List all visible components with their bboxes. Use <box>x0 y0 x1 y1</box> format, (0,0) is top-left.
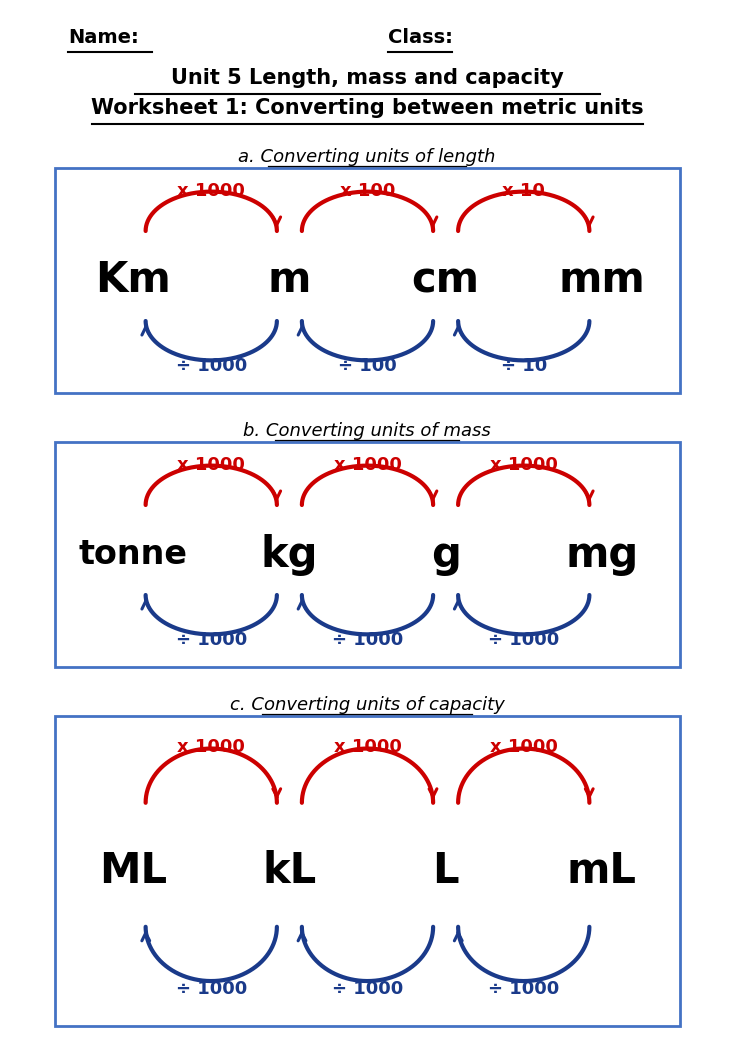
Text: m: m <box>268 260 311 301</box>
Text: ÷ 100: ÷ 100 <box>338 357 397 375</box>
Text: ÷ 1000: ÷ 1000 <box>176 357 247 375</box>
Text: b. Converting units of mass: b. Converting units of mass <box>243 422 491 439</box>
Text: x 1000: x 1000 <box>490 738 558 756</box>
Text: ÷ 1000: ÷ 1000 <box>488 980 559 997</box>
Text: Class:: Class: <box>388 28 453 47</box>
Text: g: g <box>431 533 461 576</box>
Text: mg: mg <box>565 533 639 576</box>
Text: Name:: Name: <box>68 28 139 47</box>
Text: c. Converting units of capacity: c. Converting units of capacity <box>229 696 504 714</box>
Bar <box>55 442 680 667</box>
Text: x 1000: x 1000 <box>334 738 401 756</box>
Text: ÷ 1000: ÷ 1000 <box>176 980 247 997</box>
Text: mm: mm <box>559 260 645 301</box>
Bar <box>55 168 680 393</box>
Text: kg: kg <box>261 533 318 576</box>
Text: cm: cm <box>412 260 480 301</box>
Text: a. Converting units of length: a. Converting units of length <box>238 148 495 166</box>
Text: ÷ 1000: ÷ 1000 <box>176 631 247 649</box>
Text: x 1000: x 1000 <box>334 455 401 474</box>
Text: Worksheet 1: Converting between metric units: Worksheet 1: Converting between metric u… <box>90 98 643 118</box>
Text: ÷ 1000: ÷ 1000 <box>332 980 403 997</box>
Bar <box>55 716 680 1025</box>
Text: tonne: tonne <box>79 538 187 571</box>
Text: L: L <box>432 850 459 893</box>
Text: x 1000: x 1000 <box>177 182 245 199</box>
Text: x 1000: x 1000 <box>490 455 558 474</box>
Text: x 100: x 100 <box>340 182 395 199</box>
Text: x 10: x 10 <box>502 182 545 199</box>
Text: ÷ 10: ÷ 10 <box>501 357 547 375</box>
Text: x 1000: x 1000 <box>177 455 245 474</box>
Text: Km: Km <box>96 260 171 301</box>
Text: mL: mL <box>567 850 637 893</box>
Text: ÷ 1000: ÷ 1000 <box>332 631 403 649</box>
Text: Unit 5 Length, mass and capacity: Unit 5 Length, mass and capacity <box>171 68 563 88</box>
Text: ML: ML <box>99 850 167 893</box>
Text: x 1000: x 1000 <box>177 738 245 756</box>
Text: kL: kL <box>262 850 317 893</box>
Text: ÷ 1000: ÷ 1000 <box>488 631 559 649</box>
